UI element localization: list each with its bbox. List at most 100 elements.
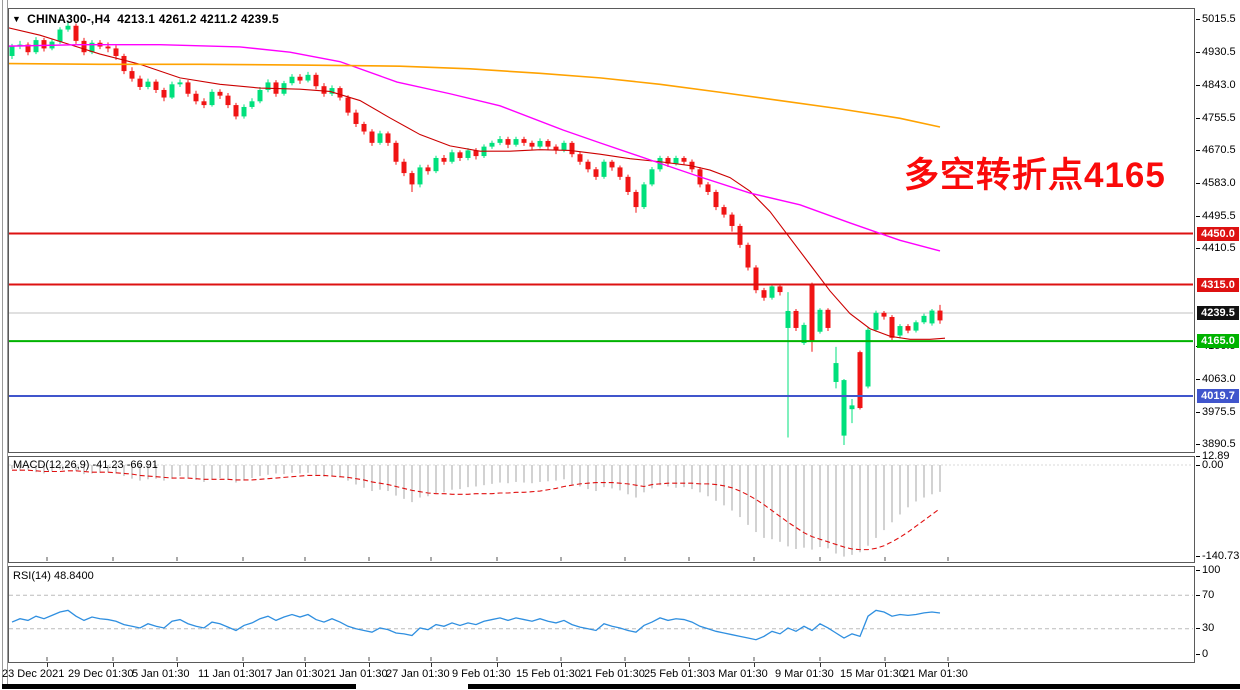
chart-symbol-period: CHINA300-,H4: [27, 12, 111, 26]
chart-ohlc-values: 4213.1 4261.2 4211.2 4239.5: [117, 12, 279, 26]
candle-body: [177, 82, 183, 85]
macd-panel[interactable]: [8, 456, 1195, 563]
price-axis-tick: [1196, 149, 1200, 151]
price-axis-label: 4930.5: [1202, 45, 1236, 58]
candle-body: [505, 139, 511, 145]
candle-body: [577, 154, 583, 162]
price-axis-tick: [1196, 182, 1200, 184]
annotation-text[interactable]: 多空转折点4165: [904, 156, 1166, 195]
price-level-badge: 4450.0: [1197, 226, 1239, 241]
candle-body: [193, 93, 199, 102]
price-axis-label: 3890.5: [1202, 438, 1236, 451]
price-level-badge: 4315.0: [1197, 277, 1239, 292]
time-axis-label: 9 Mar 01:30: [775, 668, 834, 680]
candle-body: [521, 139, 527, 143]
price-axis-tick: [1196, 19, 1200, 21]
rsi-chart-svg[interactable]: [9, 567, 1194, 662]
rsi-panel[interactable]: [8, 566, 1195, 663]
candle-body: [833, 363, 839, 382]
candle-body: [545, 140, 551, 147]
price-axis-tick: [1196, 215, 1200, 217]
macd-chart-svg[interactable]: [9, 457, 1194, 562]
candle-body: [41, 40, 47, 49]
price-chart-svg[interactable]: [9, 9, 1194, 452]
candle-body: [417, 167, 423, 185]
rsi-axis-tick: [1196, 653, 1200, 655]
price-axis-tick: [1196, 444, 1200, 446]
time-axis-tick: [431, 663, 432, 667]
rsi-axis-tick: [1196, 594, 1200, 596]
price-chart-panel[interactable]: [8, 8, 1195, 453]
candle-body: [585, 161, 591, 170]
price-axis-tick: [1196, 84, 1200, 86]
rsi-indicator-title: RSI(14) 48.8400: [13, 570, 94, 582]
bottom-scroll-bar[interactable]: [2, 684, 1240, 689]
candle-body: [929, 310, 935, 324]
candle-body: [921, 315, 927, 323]
candle-body: [337, 88, 343, 98]
candle-body: [145, 81, 151, 87]
chart-title: ▼ CHINA300-,H4 4213.1 4261.2 4211.2 4239.…: [12, 12, 279, 26]
price-axis-tick: [1196, 247, 1200, 249]
candle-body: [473, 150, 479, 157]
symbol-dropdown-icon[interactable]: ▼: [12, 14, 22, 24]
candle-body: [225, 95, 231, 106]
candle-body: [601, 161, 607, 177]
candle-body: [129, 71, 135, 79]
candle-body: [9, 46, 15, 56]
time-axis-label: 15 Mar 01:30: [840, 668, 905, 680]
price-axis-tick: [1196, 379, 1200, 381]
candle-body: [265, 82, 271, 90]
candle-body: [737, 225, 743, 245]
time-axis-label: 15 Feb 01:30: [516, 668, 581, 680]
time-axis-label: 21 Feb 01:30: [580, 668, 645, 680]
candle-body: [217, 91, 223, 96]
candle-body: [321, 86, 327, 94]
candle-body: [425, 167, 431, 172]
rsi-axis-label: 0: [1202, 647, 1209, 660]
candle-body: [665, 157, 671, 164]
candle-body: [553, 146, 559, 151]
time-axis-tick: [948, 663, 949, 667]
time-axis-label: 21 Jan 01:30: [324, 668, 388, 680]
candle-body: [721, 207, 727, 215]
price-level-badge: 4019.7: [1197, 389, 1239, 404]
candle-body: [529, 142, 535, 147]
macd-indicator-title: MACD(12,26,9) -41.23 -66.91: [13, 459, 158, 471]
candle-body: [865, 329, 871, 387]
candle-body: [441, 157, 447, 162]
candle-body: [233, 105, 239, 117]
candle-body: [745, 244, 751, 268]
candle-body: [161, 89, 167, 98]
macd-axis-label: -140.73: [1202, 550, 1240, 563]
price-axis[interactable]: 5015.5 4930.5 4843.0 4755.5 4670.5 4583.0 4495…: [1196, 0, 1240, 690]
candle-body: [641, 184, 647, 208]
candle-body: [105, 46, 111, 49]
candle-body: [465, 150, 471, 158]
price-axis-label: 4843.0: [1202, 78, 1236, 91]
candle-body: [257, 89, 263, 102]
candle-body: [705, 184, 711, 192]
candle-body: [897, 326, 903, 336]
candle-body: [793, 310, 799, 328]
candle-body: [817, 309, 823, 332]
candle-body: [913, 322, 919, 331]
macd-axis-label: 0.00: [1202, 458, 1224, 471]
candle-body: [185, 82, 191, 94]
price-axis-label: 4063.0: [1202, 373, 1236, 386]
time-axis-tick: [625, 663, 626, 667]
candle-body: [881, 312, 887, 317]
price-axis-tick: [1196, 412, 1200, 414]
time-axis-label: 23 Dec 2021: [2, 668, 65, 680]
scroll-bar-gap: [356, 684, 468, 689]
candle-body: [873, 312, 879, 330]
candle-body: [249, 101, 255, 107]
candle-body: [729, 214, 735, 226]
moving-average-line: [9, 27, 946, 340]
time-axis[interactable]: 23 Dec 2021 29 Dec 01:30 5 Jan 01:30 11 Jan…: [0, 663, 1240, 684]
candle-body: [377, 133, 383, 143]
candle-body: [169, 84, 175, 98]
price-axis-tick: [1196, 51, 1200, 53]
rsi-line: [11, 609, 941, 641]
